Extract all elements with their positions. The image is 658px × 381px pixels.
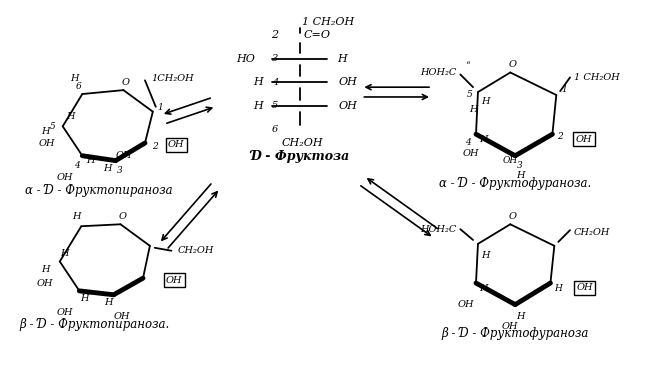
Text: OH: OH [463,149,480,158]
Text: α - Ɗ - Фруктопираноза: α - Ɗ - Фруктопираноза [25,184,173,197]
Text: H: H [554,285,562,293]
Text: α - Ɗ - Фруктофураноза.: α - Ɗ - Фруктофураноза. [439,177,592,190]
Text: H: H [516,171,524,180]
FancyBboxPatch shape [573,132,594,146]
Text: OH: OH [576,134,592,144]
Text: 1 CH₂OH: 1 CH₂OH [301,16,354,27]
Text: 1 CH₂OH: 1 CH₂OH [574,73,620,82]
Text: 4: 4 [272,78,278,87]
Text: H: H [468,105,477,114]
Text: H: H [480,285,488,293]
Text: 1: 1 [561,85,567,94]
Text: O: O [118,212,126,221]
Text: 2: 2 [152,142,158,151]
Text: H: H [253,77,263,87]
Text: β - Ɗ - Фруктофураноза: β - Ɗ - Фруктофураноза [442,328,589,341]
Text: 3: 3 [272,54,278,63]
Text: HOH₂C: HOH₂C [420,225,457,234]
Text: OH: OH [339,101,358,111]
Text: H: H [482,251,490,260]
Text: H: H [337,54,347,64]
Text: 3: 3 [517,161,523,170]
Text: H: H [103,164,112,173]
Text: OH: OH [113,312,130,321]
Text: H: H [253,101,263,111]
Text: OH: OH [339,77,358,87]
Text: OH: OH [39,139,55,149]
Text: ⁶: ⁶ [467,61,470,69]
Text: O: O [121,78,130,87]
Text: OH: OH [458,300,474,309]
Text: H: H [86,156,94,165]
Text: C=O: C=O [303,30,330,40]
Text: CH₂OH: CH₂OH [177,246,214,255]
Text: OH: OH [115,151,132,160]
FancyBboxPatch shape [166,138,187,152]
Text: OH: OH [57,173,73,182]
Text: 5: 5 [467,90,473,99]
Text: H: H [105,298,113,307]
Text: 1CH₂OH: 1CH₂OH [151,74,193,83]
Text: O: O [508,212,517,221]
Text: H: H [516,312,524,321]
Text: H: H [482,98,490,106]
Text: OH: OH [37,279,53,288]
Text: H: H [480,134,488,144]
Text: β - Ɗ - Фруктопираноза.: β - Ɗ - Фруктопираноза. [19,318,169,331]
Text: H: H [41,127,49,136]
Text: 2: 2 [271,30,278,40]
FancyBboxPatch shape [164,273,185,287]
Text: H: H [41,265,49,274]
Text: 2: 2 [557,132,563,141]
Text: 4: 4 [74,161,80,170]
Text: 1: 1 [158,103,164,112]
Text: CH₂OH: CH₂OH [282,138,324,148]
Text: HO: HO [236,54,255,64]
Text: 6: 6 [272,125,278,134]
Text: Ɗ - Фруктоза: Ɗ - Фруктоза [250,150,349,163]
Text: H: H [61,249,69,258]
Text: 4: 4 [465,138,471,147]
Text: OH: OH [168,141,184,149]
Text: H: H [72,212,81,221]
FancyBboxPatch shape [574,281,595,295]
Text: HOH₂C: HOH₂C [420,68,457,77]
Text: OH: OH [576,283,593,293]
Text: OH: OH [166,275,183,285]
Text: 6: 6 [76,82,81,91]
Text: OH: OH [502,322,519,331]
Text: 5: 5 [50,122,56,131]
Text: 5: 5 [272,101,278,110]
Text: H: H [80,294,89,303]
Text: H: H [70,74,79,83]
Text: O: O [508,60,517,69]
Text: CH₂OH: CH₂OH [574,227,611,237]
Text: OH: OH [57,308,73,317]
Text: H: H [66,112,75,121]
Text: 3: 3 [116,166,122,175]
Text: OH: OH [503,156,518,165]
